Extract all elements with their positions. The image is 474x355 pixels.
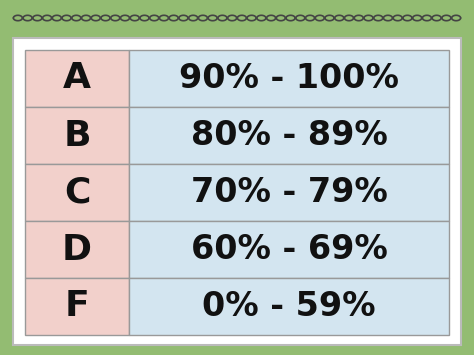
Text: F: F: [64, 289, 89, 323]
Text: 90% - 100%: 90% - 100%: [179, 62, 399, 95]
Text: 0% - 59%: 0% - 59%: [202, 290, 376, 323]
Bar: [129, 164, 449, 221]
Text: 60% - 69%: 60% - 69%: [191, 233, 387, 266]
Bar: [129, 221, 449, 278]
Text: A: A: [63, 61, 91, 95]
Text: 80% - 89%: 80% - 89%: [191, 119, 387, 152]
Text: C: C: [64, 175, 90, 209]
Bar: [25, 107, 129, 164]
Text: B: B: [63, 119, 91, 153]
Bar: [25, 221, 129, 278]
Bar: [25, 164, 129, 221]
Text: D: D: [62, 233, 92, 267]
Bar: [25, 50, 129, 107]
Bar: [129, 50, 449, 107]
Bar: [129, 107, 449, 164]
Bar: [13, 38, 461, 345]
Bar: [25, 278, 129, 335]
Bar: [129, 278, 449, 335]
Text: 70% - 79%: 70% - 79%: [191, 176, 387, 209]
